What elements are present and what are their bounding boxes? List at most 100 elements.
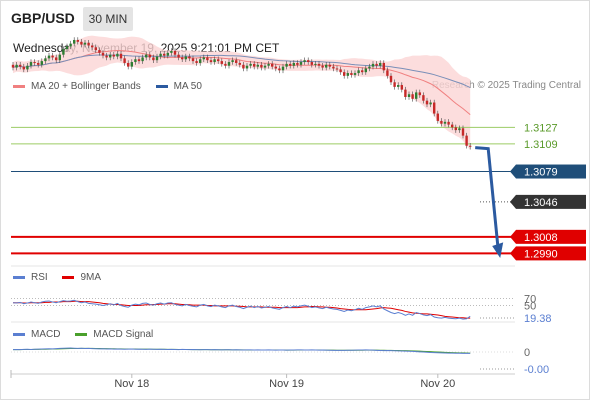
rsi-level-label-70: 70: [524, 294, 536, 306]
candle: [285, 63, 288, 67]
candle: [397, 85, 400, 87]
candle: [429, 102, 432, 105]
candle: [321, 65, 324, 68]
candle: [393, 82, 396, 87]
macd-legend: MACD MACD Signal: [13, 328, 165, 340]
candle: [278, 68, 281, 71]
timeframe-button[interactable]: 30 MIN: [83, 7, 133, 31]
candle: [260, 64, 263, 68]
candle: [443, 121, 447, 124]
level-tag-pointer: [510, 246, 516, 261]
copyright-notice: Research © 2025 Trading Central: [431, 80, 581, 91]
price-legend: MA 20 + Bollinger Bands MA 50: [13, 80, 214, 92]
legend-swatch-macd: [13, 333, 25, 336]
ma20-line: [12, 49, 471, 116]
x-tick-label-Nov-19: Nov 19: [269, 378, 304, 390]
candle: [281, 66, 285, 71]
candle: [148, 54, 151, 58]
candle: [350, 73, 353, 75]
candle: [217, 59, 220, 62]
candle: [245, 65, 249, 69]
candle: [105, 55, 108, 58]
macd-line: [12, 347, 471, 354]
candle: [332, 66, 335, 69]
candle: [328, 64, 331, 67]
candle: [346, 73, 349, 76]
legend-item-macd-signal: MACD Signal: [75, 329, 153, 340]
legend-label-ma20: MA 20 + Bollinger Bands: [31, 81, 141, 92]
legend-label-9ma: 9MA: [80, 272, 102, 283]
candle: [454, 127, 457, 131]
candle: [98, 50, 101, 53]
candle: [127, 62, 130, 67]
candle: [11, 64, 15, 68]
rsi-value-label: 19.38: [524, 313, 552, 325]
candle: [173, 51, 177, 55]
candle: [256, 64, 259, 67]
bollinger-band: [13, 35, 471, 150]
candle: [112, 54, 115, 57]
candle: [181, 57, 184, 60]
candle: [343, 72, 346, 76]
legend-item-ma50: MA 50: [155, 81, 202, 92]
candle: [371, 63, 375, 67]
candle: [317, 63, 321, 66]
legend-swatch-rsi: [13, 276, 25, 279]
candle: [292, 62, 295, 66]
legend-label-macd: MACD: [31, 329, 61, 340]
candle: [213, 59, 216, 63]
candle: [461, 128, 465, 136]
candle: [19, 64, 22, 67]
legend-label-macd-signal: MACD Signal: [93, 329, 154, 340]
candle: [364, 68, 367, 73]
candle: [47, 55, 51, 59]
rsi-level-label-50: 50: [524, 301, 536, 313]
candle: [303, 60, 306, 63]
legend-item-ma20: MA 20 + Bollinger Bands: [13, 81, 141, 92]
candle: [386, 70, 389, 76]
candle: [58, 54, 61, 61]
candle: [227, 62, 231, 66]
candle: [163, 53, 166, 56]
legend-swatch-ma20: [13, 85, 25, 88]
candle: [231, 60, 234, 63]
candle: [195, 61, 198, 63]
candle: [469, 145, 472, 147]
candle: [206, 57, 209, 61]
macd-value-label: -0.00: [524, 364, 549, 376]
candle: [433, 102, 436, 114]
symbol-title: GBP/USD: [11, 10, 75, 26]
candle: [253, 63, 256, 67]
ma50-line: [12, 54, 471, 88]
x-tick-label-Nov-20: Nov 20: [420, 378, 455, 390]
candle: [65, 46, 69, 50]
candle: [15, 64, 18, 68]
candle: [400, 85, 403, 90]
candle: [130, 62, 133, 67]
level-tag-pointer: [510, 164, 516, 179]
level-tag-1.3079: [516, 164, 586, 179]
candle: [335, 68, 339, 70]
candle: [451, 124, 454, 128]
forecast-arrowhead: [492, 242, 504, 258]
candle: [137, 59, 141, 62]
candle: [209, 60, 213, 63]
candle: [379, 62, 382, 66]
candle: [166, 52, 169, 56]
level-label-1.3109: 1.3109: [524, 139, 558, 151]
candle: [382, 62, 385, 71]
candle: [29, 62, 33, 66]
rsi-legend: RSI 9MA: [13, 271, 113, 283]
rsi-line: [12, 299, 471, 320]
candle: [134, 59, 137, 63]
level-tag-pointer: [510, 194, 516, 209]
legend-item-9ma: 9MA: [62, 272, 101, 283]
candle: [339, 69, 342, 73]
candle: [325, 64, 328, 68]
candle: [271, 63, 274, 67]
macd-level-label-0: 0: [524, 347, 530, 359]
candle: [357, 70, 360, 74]
candle: [101, 52, 105, 56]
level-tag-1.2990: [516, 246, 586, 261]
